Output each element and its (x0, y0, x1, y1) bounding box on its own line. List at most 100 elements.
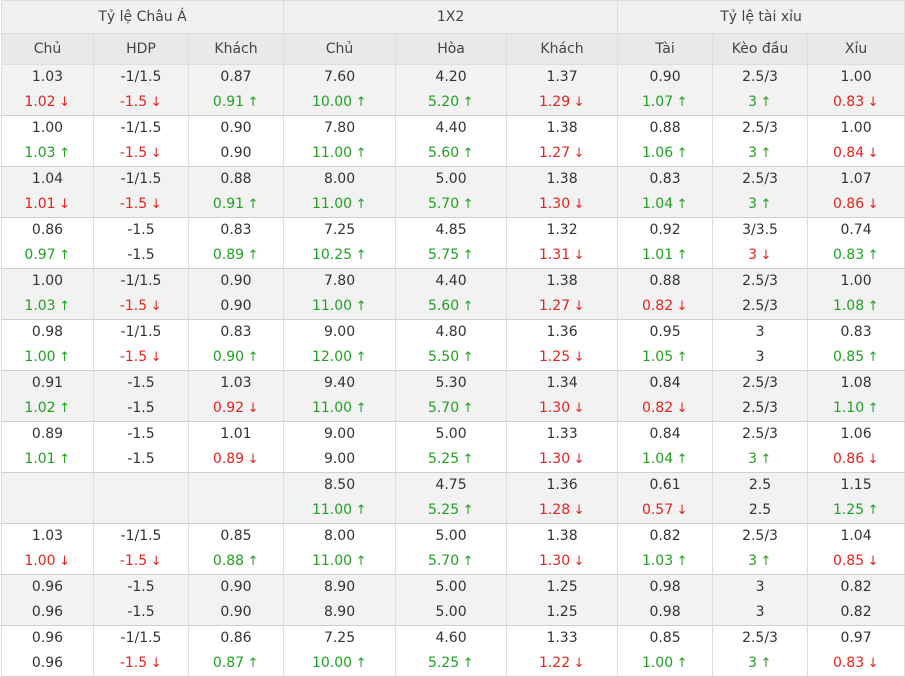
opening-odds: 0.61 (618, 473, 712, 498)
cell-home: 0.98 1.00 ↑ (1, 319, 94, 371)
column-header-row: Chủ HDP Khách Chủ Hòa Khách Tài Kèo đầu … (1, 33, 905, 65)
cell-home: 0.96 0.96 (1, 625, 94, 677)
live-odds: 0.86 ↓ (808, 192, 904, 217)
odds-value: 0.85 (832, 553, 865, 569)
live-odds: 1.04 ↑ (618, 447, 712, 472)
opening-odds: 0.83 (189, 218, 283, 243)
opening-odds: 7.25 (284, 218, 395, 243)
live-odds: 5.25 ↑ (396, 651, 506, 676)
odds-value: 0.88 (212, 553, 245, 569)
odds-value: 9.00 (323, 451, 356, 467)
cell-under: 0.74 0.83 ↑ (807, 217, 905, 269)
col-header-under: Xỉu (807, 33, 905, 65)
arrow-down-icon: ↓ (573, 452, 585, 467)
odds-value: 5.25 (427, 502, 460, 518)
odds-value: 0.88 (649, 273, 681, 289)
cell-away (187, 472, 285, 524)
odds-value: 1.03 (24, 298, 56, 314)
opening-odds: 1.04 (808, 524, 904, 549)
arrow-up-icon: ↑ (676, 452, 688, 467)
live-odds: -1.5 (94, 396, 188, 421)
cell-under: 1.00 0.83 ↓ (807, 64, 905, 116)
odds-value: -1/1.5 (120, 171, 162, 187)
opening-odds: 1.36 (507, 473, 617, 498)
live-odds: 1.25 ↓ (507, 345, 617, 370)
live-odds: 5.70 ↑ (396, 396, 506, 421)
cell-over: 0.98 0.98 (617, 574, 714, 626)
odds-value: 0.98 (649, 579, 681, 595)
odds-value: 2.5 (748, 502, 772, 518)
odds-value: 0.82 (641, 298, 674, 314)
cell-1x2-home: 7.25 10.25 ↑ (283, 217, 397, 269)
cell-under: 0.83 0.85 ↑ (807, 319, 905, 371)
live-odds: 1.27 ↓ (507, 294, 617, 319)
opening-odds: 8.00 (284, 524, 395, 549)
odds-value: 3 (748, 247, 757, 263)
table-row: 0.96 0.96 -1.5 -1.5 0.90 0.90 8.90 8.90 5.00 5.00… (1, 574, 905, 626)
cell-1x2-away: 1.33 1.22 ↓ (506, 625, 619, 677)
cell-draw: 5.30 5.70 ↑ (395, 370, 508, 422)
opening-odds: 0.83 (618, 167, 712, 192)
odds-value: 1.00 (641, 655, 674, 671)
opening-odds: 7.60 (284, 65, 395, 90)
live-odds: 3 (713, 345, 807, 370)
odds-value: 1.25 (546, 604, 578, 620)
odds-value: 11.00 (311, 400, 353, 416)
opening-odds: 1.34 (507, 371, 617, 396)
opening-odds: 1.15 (808, 473, 904, 498)
odds-value: -1/1.5 (120, 120, 162, 136)
cell-1x2-away: 1.38 1.30 ↓ (506, 166, 619, 218)
live-odds: 11.00 ↑ (284, 549, 395, 574)
odds-value: 5.30 (435, 375, 467, 391)
odds-value: 0.90 (220, 298, 252, 314)
opening-odds: 9.40 (284, 371, 395, 396)
live-odds: -1.5 ↓ (94, 90, 188, 115)
col-header-draw: Hòa (395, 33, 508, 65)
arrow-down-icon: ↓ (573, 146, 585, 161)
arrow-up-icon: ↑ (867, 401, 879, 416)
opening-odds: 2.5 (713, 473, 807, 498)
odds-value: 4.60 (435, 630, 467, 646)
odds-value: 1.01 (220, 426, 252, 442)
arrow-up-icon: ↑ (760, 452, 772, 467)
live-odds: 0.91 ↑ (189, 192, 283, 217)
live-odds: 5.75 ↑ (396, 243, 506, 268)
odds-value: 0.61 (649, 477, 681, 493)
arrow-up-icon: ↑ (355, 146, 367, 161)
arrow-down-icon: ↓ (573, 503, 585, 518)
odds-value: 0.87 (212, 655, 245, 671)
opening-odds: 1.25 (507, 575, 617, 600)
opening-odds: 1.38 (507, 269, 617, 294)
live-odds: 1.01 ↑ (618, 243, 712, 268)
cell-draw: 4.80 5.50 ↑ (395, 319, 508, 371)
opening-odds: 1.06 (808, 422, 904, 447)
arrow-up-icon: ↑ (462, 95, 474, 110)
live-odds: 0.96 (2, 651, 93, 676)
odds-value: 1.38 (546, 273, 578, 289)
live-odds: 0.89 ↓ (189, 447, 283, 472)
opening-odds: 0.90 (189, 269, 283, 294)
cell-draw: 4.40 5.60 ↑ (395, 115, 508, 167)
live-odds: 0.90 (189, 141, 283, 166)
arrow-down-icon: ↓ (573, 248, 585, 263)
opening-odds: 2.5/3 (713, 269, 807, 294)
arrow-up-icon: ↑ (247, 95, 259, 110)
odds-value: 1.00 (31, 120, 64, 136)
opening-odds: 1.08 (808, 371, 904, 396)
odds-value: -1.5 (127, 451, 155, 467)
opening-odds: 4.80 (396, 320, 506, 345)
opening-odds: 9.00 (284, 422, 395, 447)
arrow-up-icon: ↑ (676, 197, 688, 212)
odds-value: 5.00 (435, 579, 467, 595)
cell-away: 0.86 0.87 ↑ (187, 625, 285, 677)
odds-value: 2.5/3 (742, 273, 778, 289)
table-row: 1.00 1.03 ↑ -1/1.5 -1.5 ↓ 0.90 0.90 7.80 11.00 ↑ 4.… (1, 115, 905, 167)
cell-opening-line: 2.5/3 3 ↑ (712, 166, 809, 218)
odds-value: 1.08 (840, 375, 872, 391)
cell-draw: 4.60 5.25 ↑ (395, 625, 508, 677)
arrow-down-icon: ↓ (150, 656, 162, 671)
group-header-row: Tỷ lệ Châu Á 1X2 Tỷ lệ tài xỉu (0, 0, 905, 34)
odds-value: 1.25 (546, 579, 578, 595)
odds-value: 0.83 (832, 655, 865, 671)
arrow-up-icon: ↑ (867, 503, 879, 518)
